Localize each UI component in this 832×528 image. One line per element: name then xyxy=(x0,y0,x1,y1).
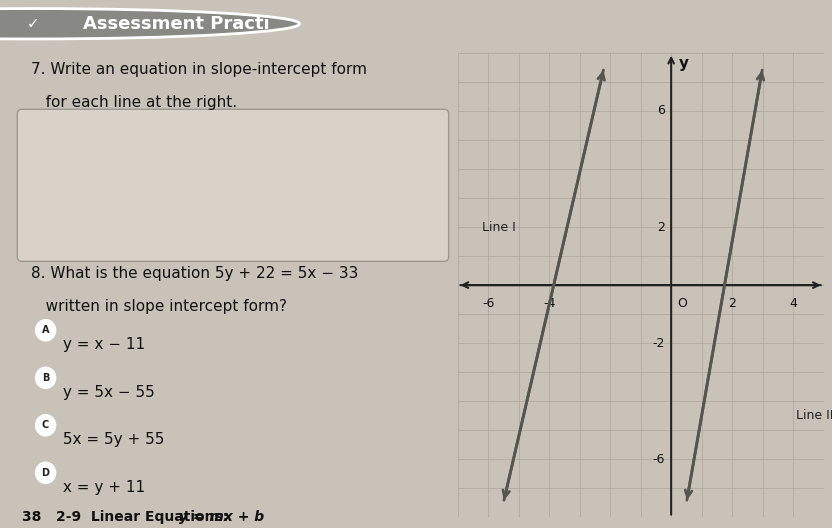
Text: -6: -6 xyxy=(482,297,494,310)
Text: ✓: ✓ xyxy=(27,16,40,31)
Text: 4: 4 xyxy=(790,297,797,310)
Text: for each line at the right.: for each line at the right. xyxy=(31,95,237,110)
Circle shape xyxy=(36,463,56,483)
Text: -4: -4 xyxy=(543,297,555,310)
Text: 6: 6 xyxy=(657,105,665,117)
Circle shape xyxy=(36,415,56,436)
Circle shape xyxy=(36,367,56,388)
Text: y = 5x − 55: y = 5x − 55 xyxy=(57,385,155,400)
Text: written in slope intercept form?: written in slope intercept form? xyxy=(31,299,287,314)
Text: 5x = 5y + 55: 5x = 5y + 55 xyxy=(57,432,164,447)
Text: A: A xyxy=(42,325,49,335)
Text: 8. What is the equation 5y + 22 = 5x − 33: 8. What is the equation 5y + 22 = 5x − 3… xyxy=(31,266,358,281)
Text: -6: -6 xyxy=(652,453,665,466)
Text: x = y + 11: x = y + 11 xyxy=(57,480,145,495)
Text: C: C xyxy=(42,420,49,430)
Text: 7. Write an equation in slope-intercept form: 7. Write an equation in slope-intercept … xyxy=(31,62,367,77)
Text: Line I: Line I xyxy=(482,221,516,233)
FancyBboxPatch shape xyxy=(17,109,448,261)
Circle shape xyxy=(36,320,56,341)
Text: y = x − 11: y = x − 11 xyxy=(57,337,145,352)
Text: Line II: Line II xyxy=(796,409,832,422)
Circle shape xyxy=(0,8,300,39)
Text: 2: 2 xyxy=(657,221,665,233)
Text: D: D xyxy=(42,468,50,478)
Text: y: y xyxy=(679,56,689,71)
Text: O: O xyxy=(677,297,687,310)
Text: Assessment Practi: Assessment Practi xyxy=(83,15,270,33)
Text: -2: -2 xyxy=(652,337,665,350)
Text: 38   2-9  Linear Equations:: 38 2-9 Linear Equations: xyxy=(22,511,233,524)
Text: 2: 2 xyxy=(728,297,736,310)
Text: y = mx + b: y = mx + b xyxy=(179,511,265,524)
Text: B: B xyxy=(42,373,49,383)
